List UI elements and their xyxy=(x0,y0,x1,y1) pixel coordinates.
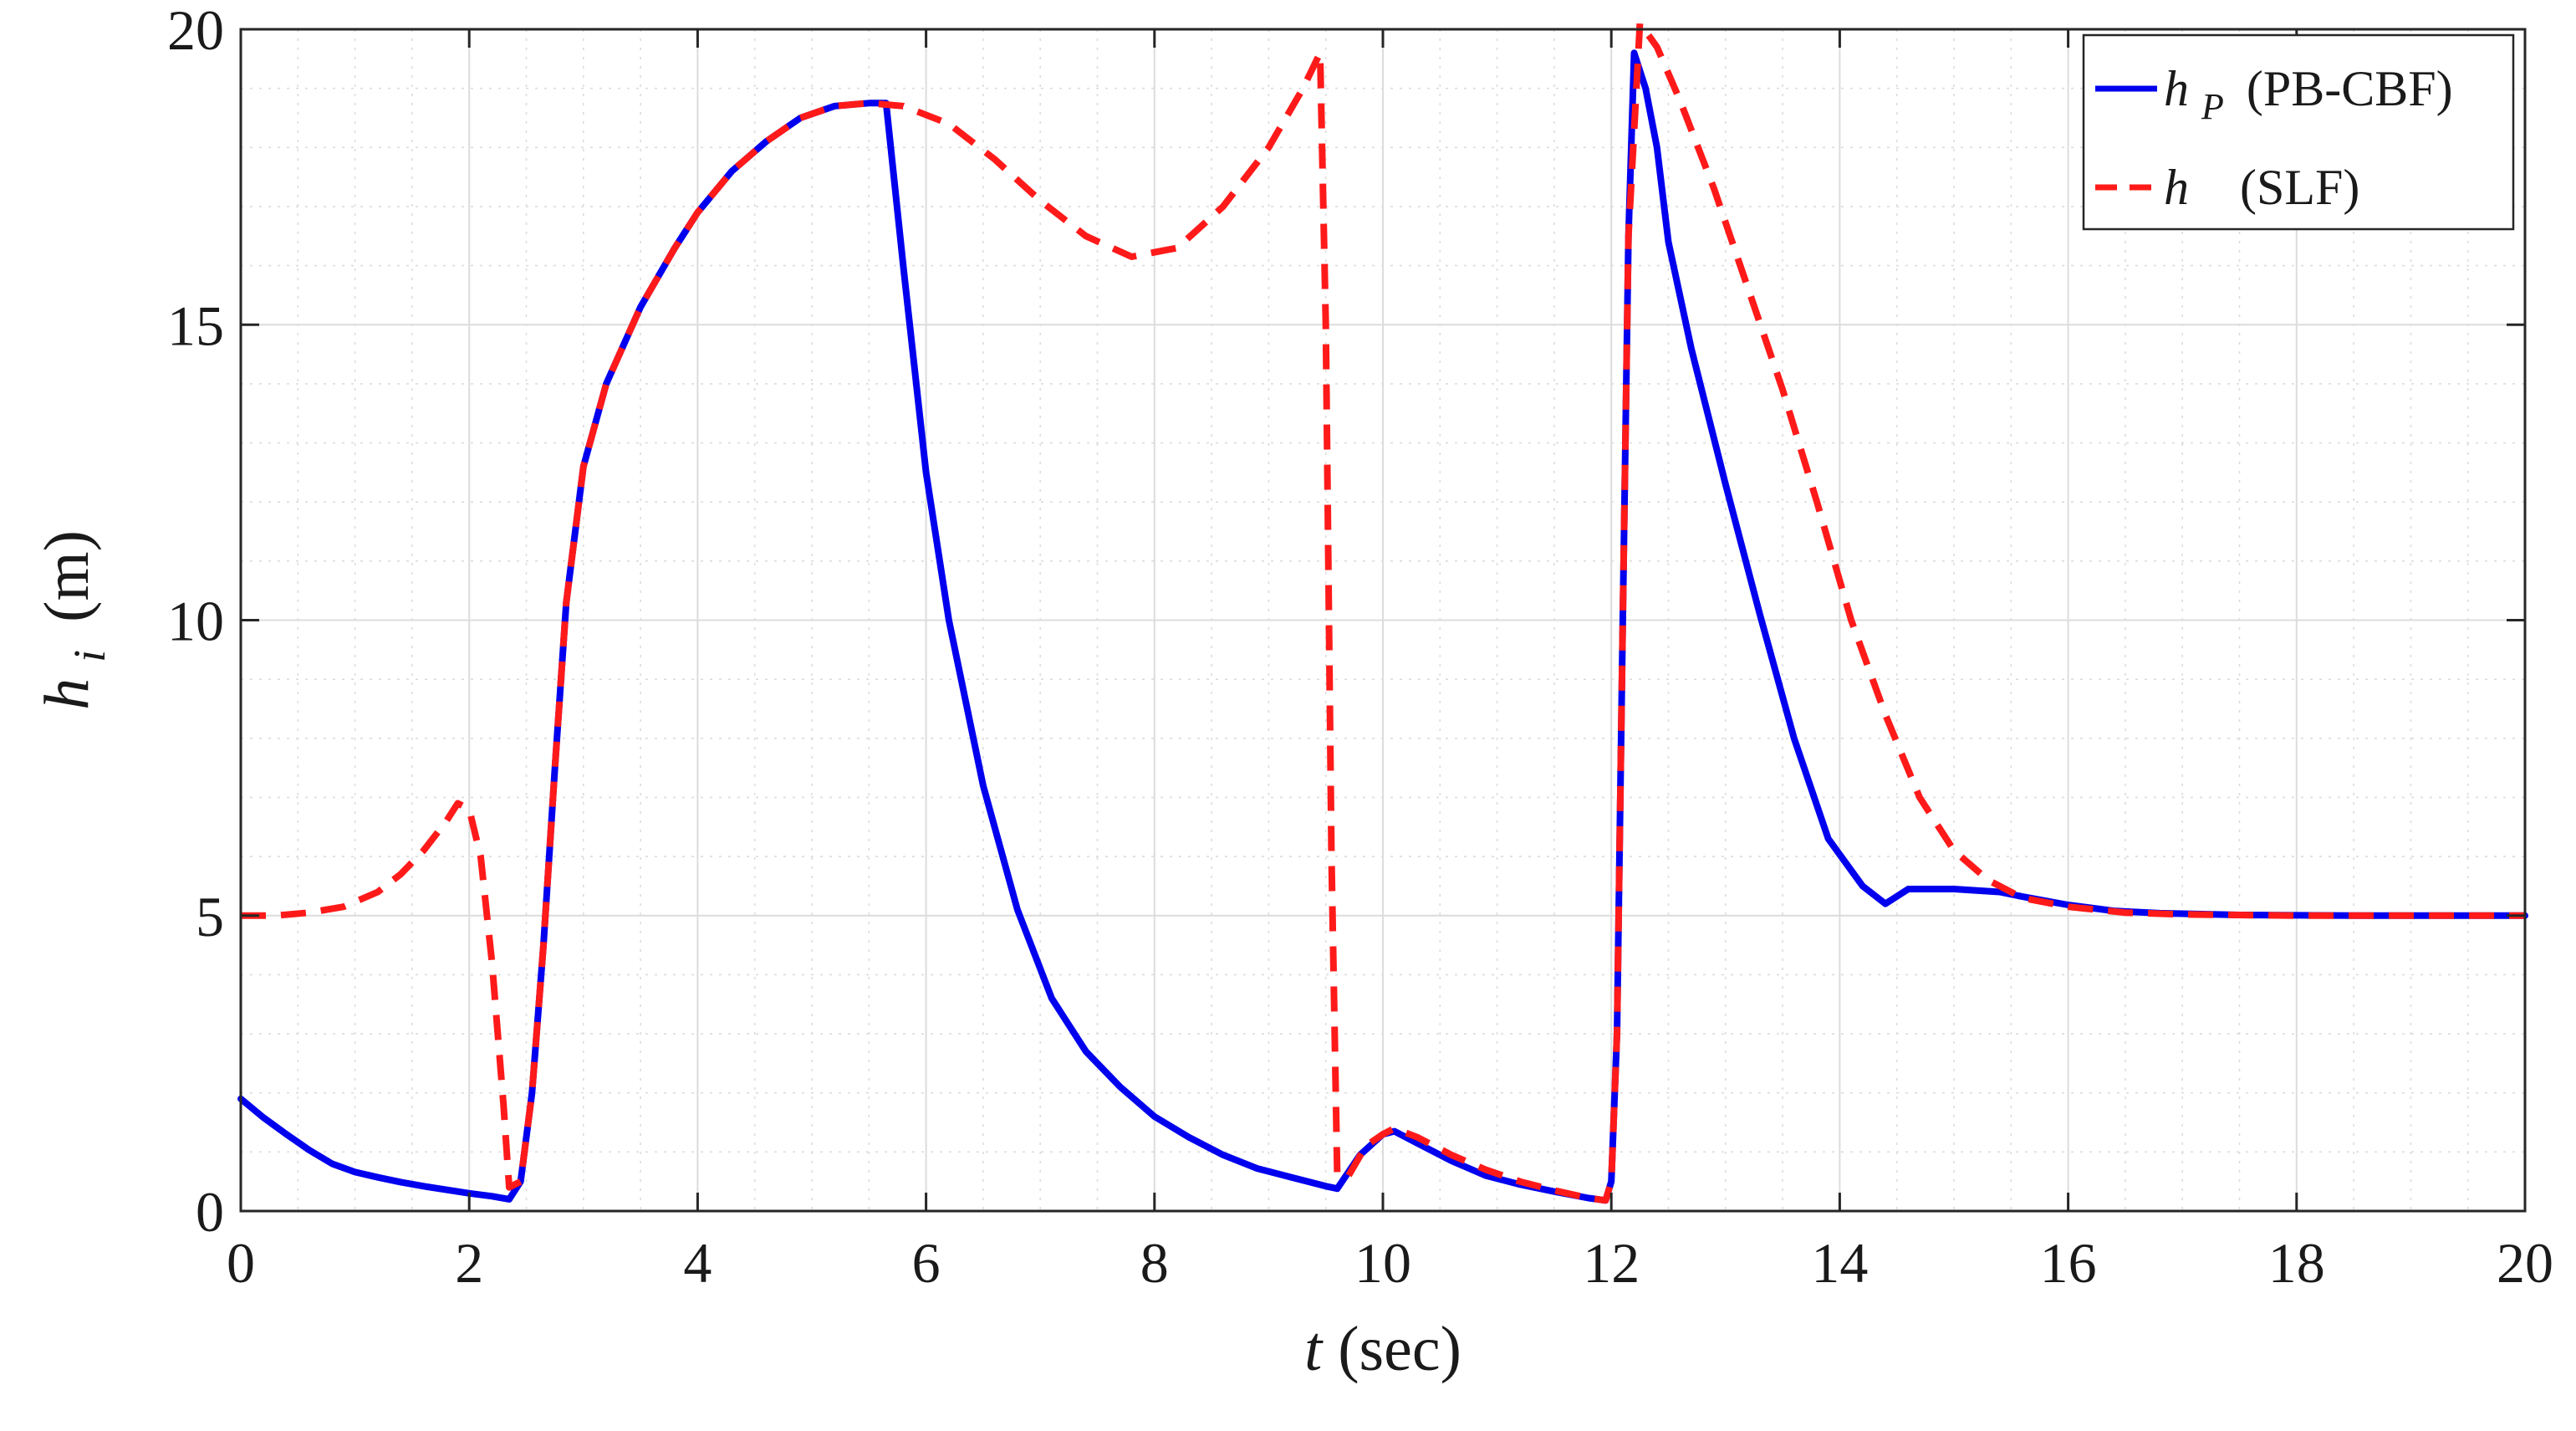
x-tick-label: 2 xyxy=(455,1231,483,1295)
y-axis-variable: h xyxy=(32,678,102,710)
series-line-slf xyxy=(241,19,2525,1204)
x-tick-label: 16 xyxy=(2040,1231,2097,1295)
legend-subscript: P xyxy=(2201,86,2224,127)
x-tick-label: 0 xyxy=(227,1231,255,1295)
legend-label: (SLF) xyxy=(2240,160,2359,215)
x-tick-label: 4 xyxy=(683,1231,712,1295)
legend-variable: h xyxy=(2164,160,2189,215)
y-tick-label: 10 xyxy=(167,590,224,653)
x-tick-label: 20 xyxy=(2497,1231,2553,1295)
series-line-pb-cbf xyxy=(237,49,2528,1204)
x-tick-label: 14 xyxy=(1811,1231,1868,1295)
y-axis-label: h i (m) xyxy=(32,530,119,710)
legend-entry-pb-cbf: h P (PB-CBF) xyxy=(2164,61,2453,130)
legend: h P (PB-CBF) h (SLF) xyxy=(2082,33,2515,231)
y-tick-label: 20 xyxy=(167,0,224,62)
y-axis-subscript: i xyxy=(64,650,115,662)
x-tick-labels: 0 2 4 6 8 10 12 14 16 18 20 xyxy=(227,1231,2553,1295)
x-tick-label: 6 xyxy=(912,1231,941,1295)
axis-ticks xyxy=(239,28,2527,1213)
y-tick-labels: 0 5 10 15 20 xyxy=(167,0,224,1244)
x-tick-label: 8 xyxy=(1140,1231,1169,1295)
y-tick-label: 0 xyxy=(196,1180,224,1244)
y-axis-label-text: h i (m) xyxy=(32,530,119,710)
legend-label: (PB-CBF) xyxy=(2247,61,2453,116)
x-tick-label: 18 xyxy=(2268,1231,2325,1295)
y-tick-label: 15 xyxy=(167,294,224,357)
y-tick-label: 5 xyxy=(196,885,224,948)
legend-variable: h xyxy=(2164,61,2189,116)
x-tick-label: 12 xyxy=(1583,1231,1640,1295)
y-axis-unit: (m) xyxy=(32,530,102,622)
legend-box xyxy=(2082,33,2515,231)
x-tick-label: 10 xyxy=(1354,1231,1411,1295)
legend-entry-slf: h (SLF) xyxy=(2164,160,2359,215)
x-axis-label: t (sec) xyxy=(1304,1314,1461,1384)
x-axis-variable: t xyxy=(1304,1314,1324,1384)
x-axis-unit: (sec) xyxy=(1338,1314,1461,1384)
series-layer xyxy=(237,19,2528,1204)
